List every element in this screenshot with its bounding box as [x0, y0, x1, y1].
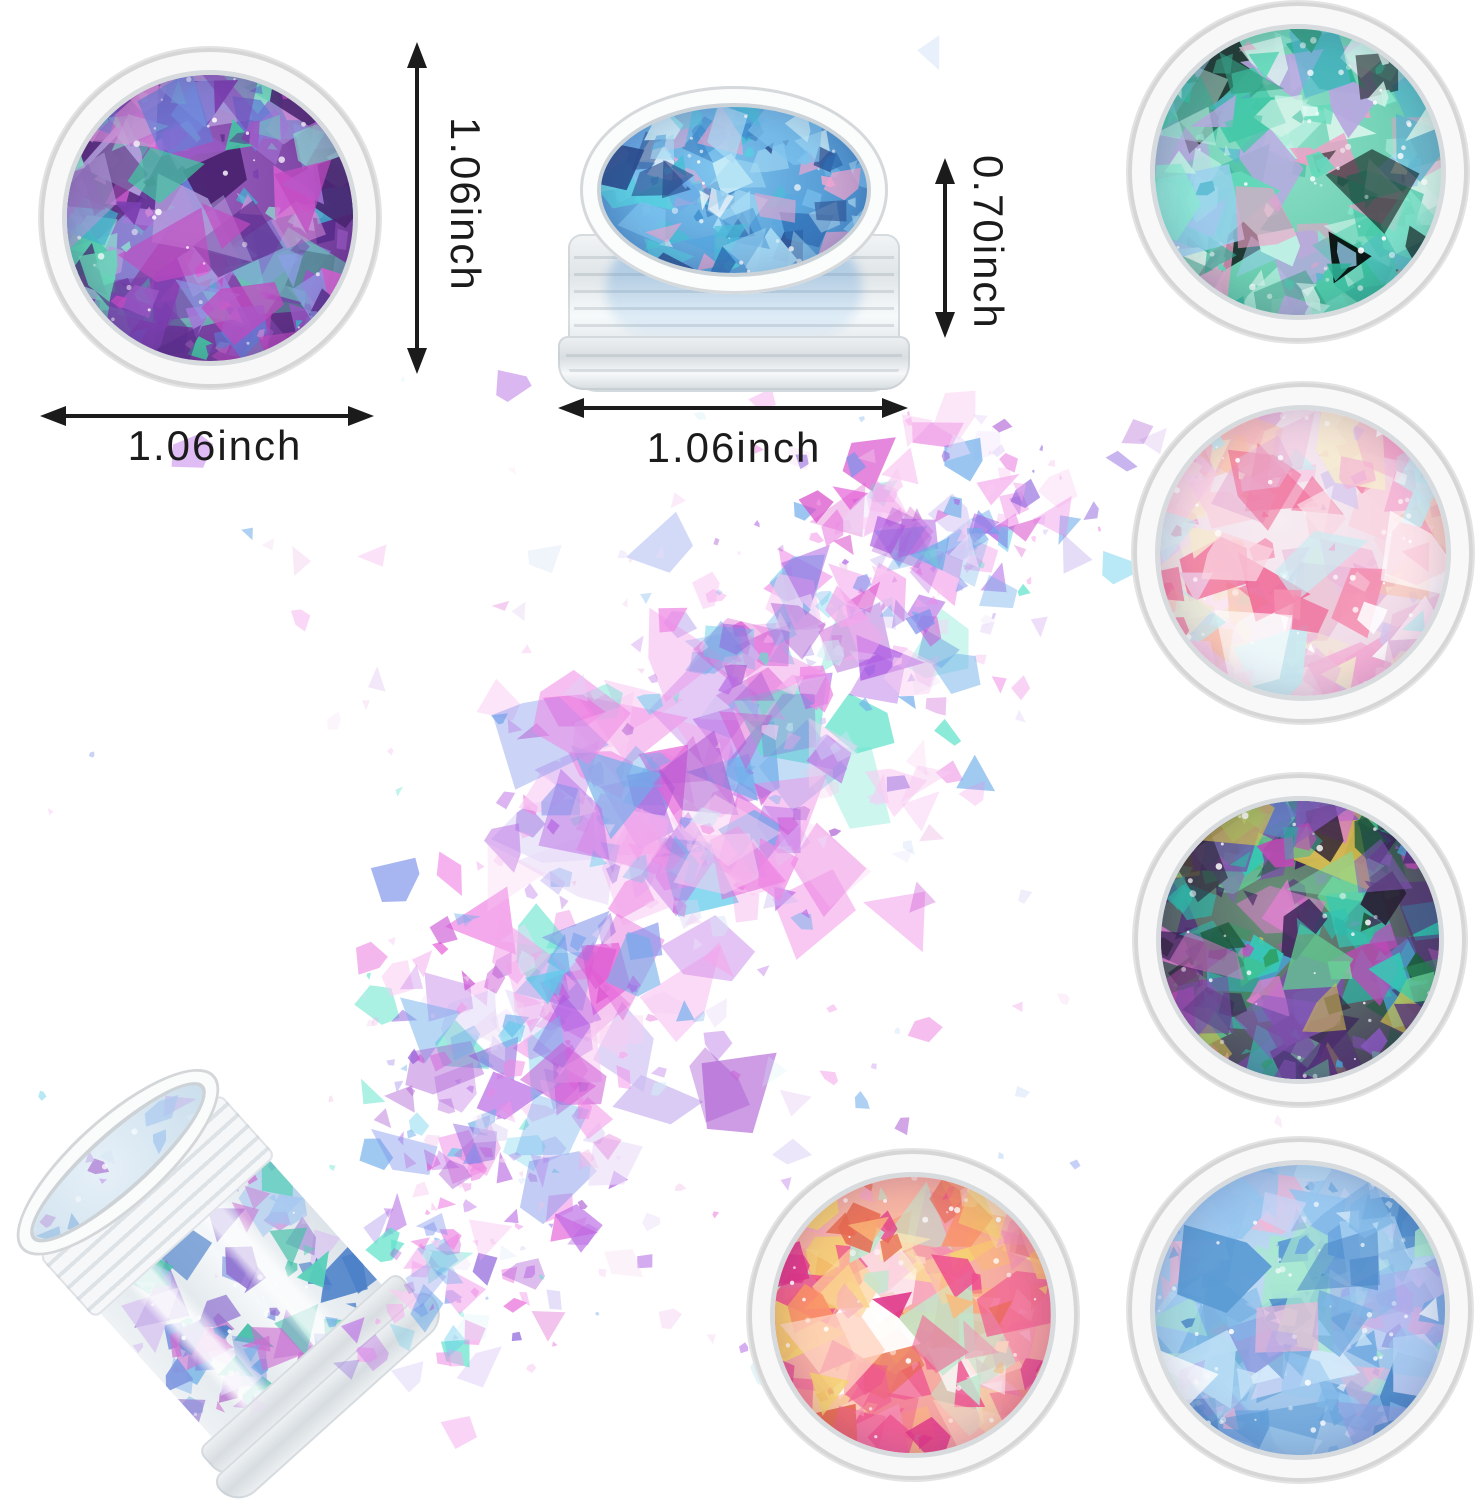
tilted-jar-mouth-rim: [0, 1041, 245, 1283]
glitter-jar-pink-orange: [748, 1150, 1078, 1480]
tilted-spilled-jar: [0, 1035, 451, 1500]
width-dimension-arrow-side-jar: [558, 398, 908, 418]
glitter-surface-blue-pastel: [1155, 1165, 1445, 1455]
jar-base: [558, 336, 910, 390]
glitter-jar-teal-green: [1128, 2, 1468, 342]
width-dimension-arrow-left-jar: [40, 406, 374, 426]
glitter-jar-side-view: [558, 86, 910, 392]
glitter-surface-teal-green: [1155, 29, 1441, 315]
tilted-jar-mouth-glitter: [18, 1068, 218, 1256]
glitter-surface-green-purple: [1161, 801, 1439, 1079]
glitter-surface-blue: [601, 107, 867, 273]
jar-opening-rim: [580, 86, 888, 294]
side-jar-width-label: 1.06inch: [646, 424, 822, 471]
glitter-jar-green-purple: [1134, 774, 1466, 1106]
height-dimension-arrow-left-jar: [407, 42, 427, 374]
glitter-surface-purple-teal: [67, 75, 353, 361]
left-jar-width-label: 1.06inch: [127, 422, 303, 469]
side-jar-height-label: 0.70inch: [965, 155, 1012, 330]
glitter-jar-iridescent-white-pink: [1133, 383, 1473, 723]
left-jar-height-label: 1.06inch: [442, 117, 489, 292]
glitter-surface-white-pink: [1160, 410, 1446, 696]
glitter-jar-blue-pastel: [1128, 1138, 1472, 1482]
glitter-surface-pink-orange: [775, 1177, 1051, 1453]
height-dimension-arrow-side-jar: [935, 158, 955, 338]
glitter-jar-purple-teal: [40, 48, 380, 388]
